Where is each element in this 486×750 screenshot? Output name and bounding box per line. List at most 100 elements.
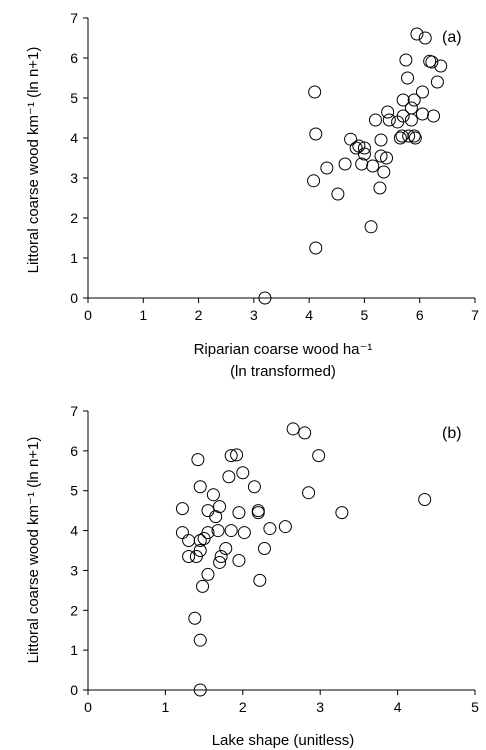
panel-a-data-point-13 [357,147,371,161]
panel-a-data-point-18 [374,149,388,163]
panel-a-data-point-39 [415,107,429,121]
panel-b-x-tick-label-3: 3 [316,699,324,715]
panel-a-data-point-8 [338,157,352,171]
panel-a-data-point-40 [418,31,432,45]
panel-a-data-point-12 [355,157,369,171]
panel-b-data-point-31 [237,526,251,540]
panel-b-data-point-43 [335,506,349,520]
panel-b-data-point-16 [201,526,215,540]
panel-a-x-tick-label-4: 4 [305,307,313,323]
panel-a-x-tick-label-6: 6 [416,307,424,323]
panel-a-x-ticks: 0 1 2 3 4 5 6 7 [84,298,479,323]
panel-b-data-point-26 [224,449,238,463]
panel-b-data-point-1 [193,633,207,647]
panel-b-data-point-24 [222,470,236,484]
panel-a-data-point-23 [382,113,396,127]
panel-a-data-point-44 [430,75,444,89]
panel-b-data-point-13 [193,480,207,494]
panel-a-y-tick-label-6: 6 [70,50,78,66]
panel-b-y-ticks: 0 1 2 3 4 5 6 7 [70,403,88,698]
panel-a-x-axis-label-line2: (ln transformed) [230,363,336,380]
panel-a-y-ticks: 0 1 2 3 4 5 6 7 [70,10,88,306]
panel-b-y-tick-label-6: 6 [70,443,78,459]
panel-b-data-point-35 [253,573,267,587]
panel-a-data-point-30 [401,71,415,85]
panel-b-data-point-10 [193,544,207,557]
panel-b-x-tick-label-0: 0 [84,699,92,715]
panel-b-y-tick-label-0: 0 [70,682,78,698]
panel-b-data-point-6 [175,526,189,540]
panel-b-data-point-22 [214,549,228,563]
panel-a-data-point-43 [427,109,441,123]
panel-a-label: (a) [442,29,462,46]
panel-a-data-point-5 [308,85,322,99]
panel-b-data-point-32 [247,480,261,494]
panel-a-data-point-45 [434,59,448,73]
panel-a-y-tick-label-4: 4 [70,130,78,146]
panel-a-x-axis-label-line1: Riparian coarse wood ha⁻¹ [194,341,373,358]
panel-a-x-tick-label-2: 2 [195,307,203,323]
panel-a-data-point-3 [307,174,321,188]
panel-a-y-tick-label-5: 5 [70,90,78,106]
panel-b-y-tick-label-5: 5 [70,483,78,499]
panel-b-data-point-42 [312,449,326,463]
panel-b-data-point-17 [206,488,220,502]
panel-a-data-point-14 [357,141,371,155]
panel-a-data-point-4 [331,187,345,201]
panel-a-y-tick-label-1: 1 [70,250,78,266]
panel-b-data-point-41 [302,486,316,500]
panel-b-data-point-19 [211,524,225,538]
panel-a-data-point-22 [381,105,395,119]
panel-a-data-point-2 [364,220,378,234]
panel-a-y-axis-label: Littoral coarse wood km⁻¹ (ln n+1) [25,47,42,274]
panel-a-y-tick-label-0: 0 [70,290,78,306]
panel-b-y-tick-label-3: 3 [70,562,78,578]
panel-b-data-point-14 [191,453,205,467]
panel-a-x-tick-label-3: 3 [250,307,258,323]
panel-a-points [258,27,448,305]
panel-b-data-point-5 [175,502,189,516]
panel-a-data-point-42 [425,55,439,69]
panel-b-data-point-8 [182,549,196,563]
panel-a-data-point-25 [393,131,407,145]
panel-a-x-tick-label-0: 0 [84,307,92,323]
panel-b-data-point-12 [193,534,207,548]
panel-b-y-tick-label-2: 2 [70,602,78,618]
panel-a-data-point-37 [410,27,424,41]
panel-a-data-point-27 [396,109,410,123]
panel-b-x-tick-label-1: 1 [162,699,170,715]
panel-b-data-point-4 [201,567,215,581]
panel-b-data-point-40 [298,426,312,440]
panel-a-data-point-6 [309,127,323,141]
panel-b-y-axis-label: Littoral coarse wood km⁻¹ (ln n+1) [25,437,42,664]
panel-b-data-point-3 [196,579,210,593]
panel-a-data-point-7 [320,161,334,175]
panel-a-data-point-16 [368,113,382,127]
panel-a-y-tick-label-3: 3 [70,170,78,186]
panel-a-data-point-19 [377,165,391,179]
panel-b-data-point-27 [230,448,244,462]
panel-a-scatter: (a) Littoral coarse wood km⁻¹ (ln n+1) R… [25,10,479,380]
panel-b-y-tick-label-7: 7 [70,403,78,419]
panel-b-data-point-23 [219,542,233,556]
panel-b-data-point-36 [257,542,271,556]
panel-a-data-point-35 [407,129,421,143]
panel-b-data-point-37 [263,522,277,536]
panel-b-data-point-15 [201,504,215,518]
panel-a-x-tick-label-7: 7 [471,307,479,323]
panel-a-y-tick-label-7: 7 [70,10,78,26]
panel-b-data-point-28 [232,506,246,520]
panel-b-data-point-2 [188,611,202,625]
panel-b-y-tick-label-4: 4 [70,523,78,539]
panel-a-data-point-29 [399,53,413,67]
panel-a-x-tick-label-1: 1 [139,307,147,323]
panel-a-data-point-31 [402,129,416,143]
panel-b-data-point-44 [418,492,432,506]
panel-b-x-tick-label-4: 4 [394,699,402,715]
panel-b-y-tick-label-1: 1 [70,642,78,658]
panel-b-data-point-30 [236,466,250,480]
panel-b-x-tick-label-5: 5 [471,699,479,715]
panel-a-data-point-20 [374,133,388,147]
panel-a-data-point-34 [407,93,421,107]
